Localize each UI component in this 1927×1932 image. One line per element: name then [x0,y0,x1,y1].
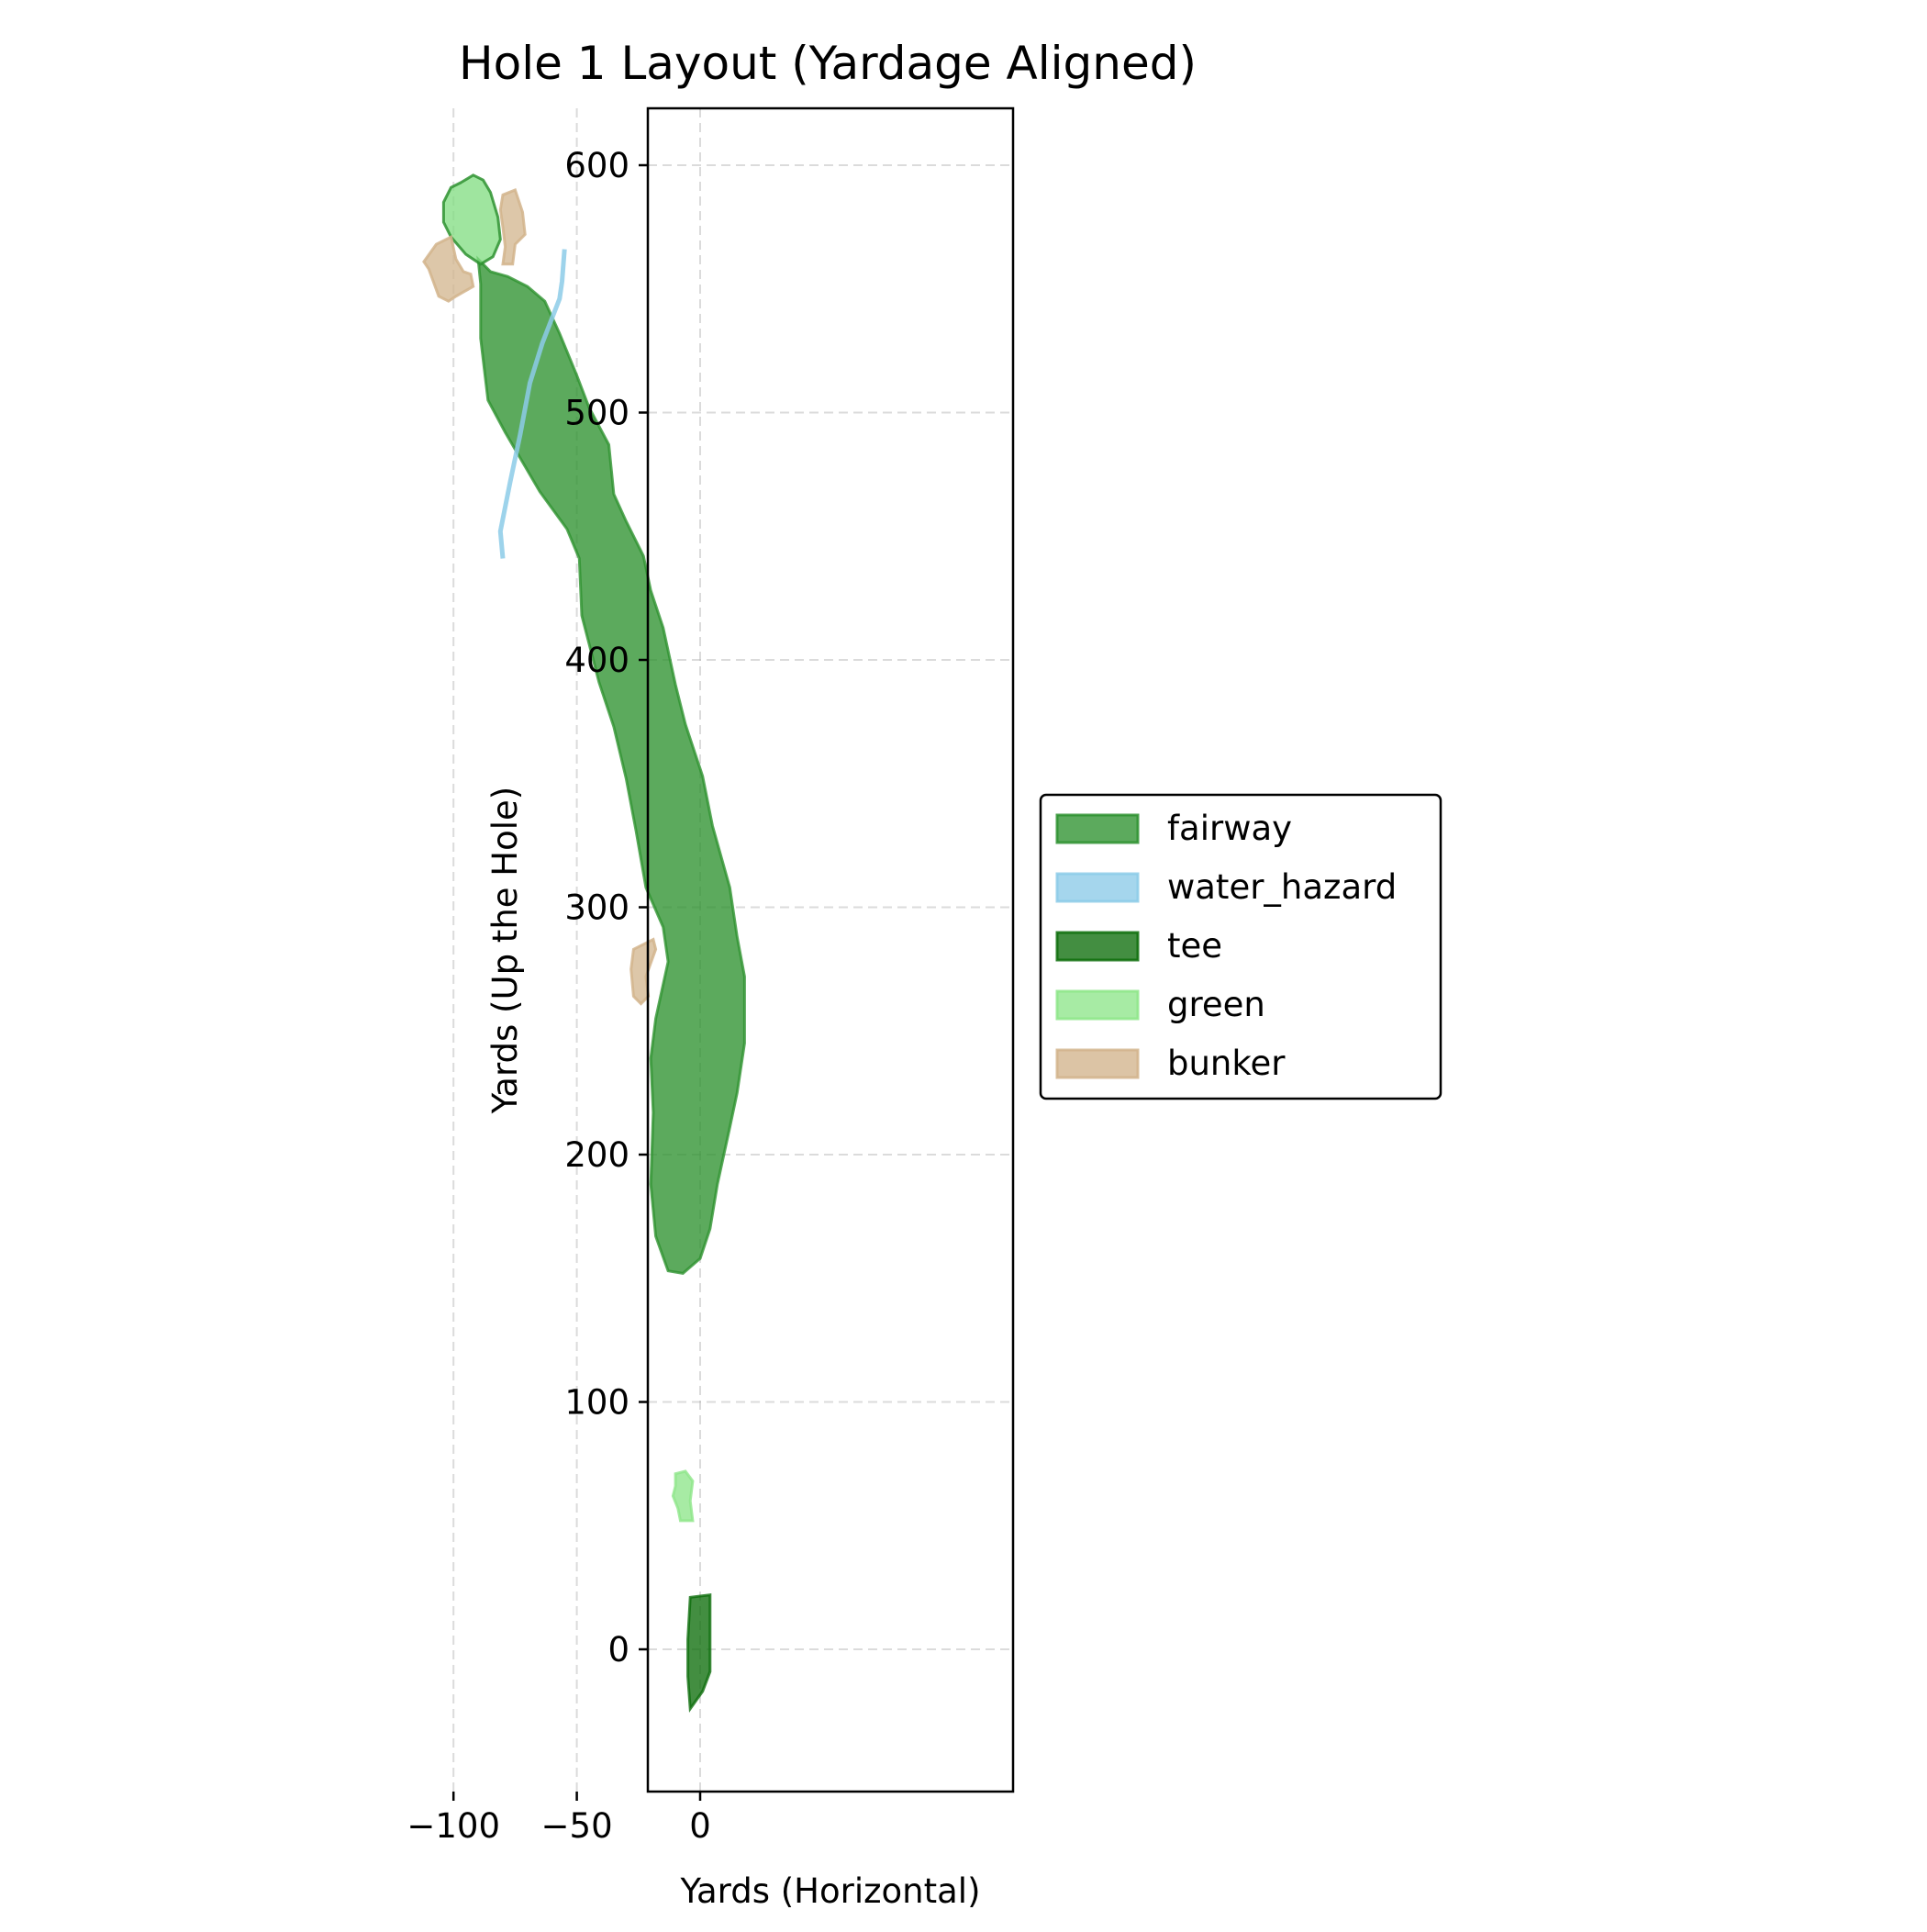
plot-area-frame [646,106,1015,1793]
y-tick-label: 300 [564,888,629,928]
x-tick-label: 0 [689,1806,711,1846]
legend-swatch-tee [1055,931,1140,962]
legend-label-bunker: bunker [1167,1044,1286,1083]
y-tick-label: 200 [564,1135,629,1175]
legend-swatch-fairway [1055,813,1140,844]
legend-swatch-bunker [1055,1048,1140,1079]
tee-polygon [686,1593,712,1713]
y-tick-label: 0 [607,1630,629,1670]
tick-layer: −100 −50 0 0 100 200 300 400 500 600 [407,146,710,1846]
x-tick-label: −50 [541,1806,613,1846]
green-polygon [441,173,502,266]
y-tick-label: 600 [564,146,629,185]
chart-title: Hole 1 Layout (Yardage Aligned) [459,37,1197,90]
x-axis-label: Yards (Horizontal) [679,1871,980,1911]
y-tick-label: 400 [564,641,629,680]
green-polygon [671,1469,695,1523]
y-tick-label: 500 [564,394,629,433]
water-hazard-line [497,249,567,559]
legend-frame [1039,793,1442,1100]
fairway-polygon [476,255,746,1275]
y-axis-label: Yards (Up the Hole) [485,787,525,1114]
bunker-polygon [422,235,475,303]
series-layer [422,173,746,1713]
legend-label-fairway: fairway [1167,809,1292,848]
legend-swatch-water-hazard [1055,872,1140,903]
legend-swatch-green [1055,989,1140,1021]
bunker-polygon [498,188,527,266]
legend-label-green: green [1167,985,1265,1024]
legend-label-tee: tee [1167,926,1222,966]
legend-label-water-hazard: water_hazard [1167,867,1397,907]
x-tick-label: −100 [407,1806,500,1846]
y-tick-label: 100 [564,1383,629,1423]
